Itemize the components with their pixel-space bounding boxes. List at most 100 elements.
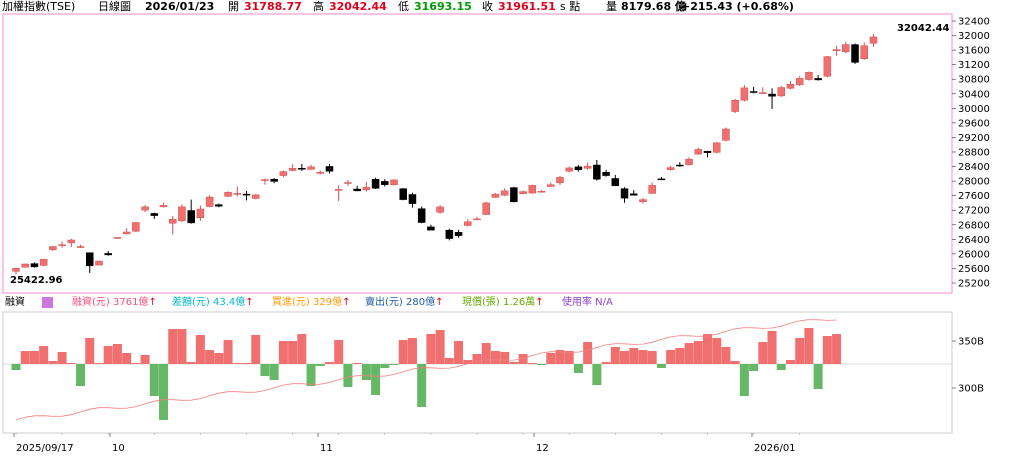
candle-body (832, 49, 841, 52)
margin-bar (315, 364, 325, 366)
candle-body (307, 166, 315, 170)
candle-body (860, 45, 868, 60)
price-tick-label: 27600 (958, 191, 990, 202)
candlestick-series (12, 34, 878, 275)
candle-body (49, 246, 57, 251)
margin-bar (656, 364, 666, 368)
candle-body (168, 218, 177, 224)
margin-bar (380, 364, 390, 368)
legend-item-4-arrow: ↑ (435, 297, 444, 308)
margin-bar (435, 330, 445, 364)
price-tick-label: 30000 (958, 104, 990, 115)
legend-item-6-label: 使用率 N/A (562, 297, 613, 308)
margin-bar (666, 350, 676, 364)
candle-body (261, 179, 269, 181)
margin-bar (481, 343, 491, 364)
candle-body (786, 83, 795, 89)
candle-body (58, 244, 66, 246)
candle-body (334, 189, 343, 191)
margin-bar (223, 340, 233, 364)
legend-item-4-label: 賣出(元) 280億 (365, 297, 436, 308)
margin-bar (767, 331, 777, 364)
candle-body (408, 194, 417, 204)
candle-body (67, 239, 76, 244)
candle-body (666, 167, 675, 171)
margin-bar (463, 360, 473, 364)
high-value: 32042.44 (329, 0, 387, 13)
margin-bar (813, 364, 823, 389)
legend-item-4: 賣出(元) 280億↑ (365, 296, 443, 310)
candle-body (316, 172, 325, 174)
candle-body (648, 185, 656, 194)
margin-bar (583, 342, 593, 364)
low-label: 低 (398, 0, 409, 13)
margin-bar (389, 364, 399, 365)
candle-body (500, 190, 509, 196)
margin-bar (39, 346, 49, 364)
close-suffix: s 點 (560, 0, 581, 13)
margin-bar (398, 340, 408, 364)
margin-bar (693, 341, 703, 364)
candle-body (95, 260, 103, 266)
margin-bar (343, 364, 353, 387)
price-tick-label: 28800 (958, 148, 990, 159)
margin-bar (76, 364, 86, 386)
margin-bar (730, 361, 740, 364)
candle-body (556, 177, 564, 184)
margin-bar (242, 363, 251, 364)
margin-bar (29, 351, 39, 364)
candle-body (187, 210, 195, 224)
indicator-panel-border (2, 311, 953, 434)
low-value: 31693.15 (414, 0, 472, 13)
margin-bar (149, 364, 159, 396)
volume-label: 量 (606, 0, 617, 13)
price-tick-label: 30400 (958, 89, 990, 100)
candle-body (205, 196, 214, 207)
candle-body (694, 149, 703, 155)
price-tick-label: 32400 (958, 17, 990, 28)
candle-body (390, 179, 398, 185)
candle-body (141, 206, 149, 211)
legend-item-1-arrow: ↑ (148, 297, 157, 308)
candle-body (869, 36, 878, 44)
candle-body (178, 206, 186, 221)
candle-body (759, 92, 767, 94)
candle-body (823, 56, 832, 77)
margin-bar (564, 351, 574, 364)
candle-body (851, 44, 859, 63)
candle-body (805, 71, 813, 80)
margin-bar (269, 364, 279, 380)
margin-bar (361, 364, 371, 380)
margin-bar (822, 336, 832, 364)
candle-body (86, 252, 94, 267)
candle-body (722, 128, 730, 141)
margin-bar (573, 364, 583, 373)
indicator-name: 融資 (5, 297, 25, 308)
price-tick-label: 31600 (958, 46, 990, 57)
candle-body (196, 208, 205, 219)
margin-bar (278, 341, 288, 364)
margin-bar (168, 329, 178, 364)
indicator-settings-icon[interactable] (42, 297, 53, 308)
margin-bar (324, 362, 334, 364)
margin-bar (352, 363, 362, 364)
x-tick-label: 2026/01 (754, 443, 796, 454)
candle-body (629, 193, 638, 196)
price-tick-label: 25600 (958, 264, 990, 275)
candle-body (482, 202, 490, 215)
margin-bar (205, 350, 215, 364)
price-y-axis: 32400 32000 31600 31200 30800 30400 30000 29600… (952, 17, 990, 290)
candle-body (21, 263, 29, 268)
price-tick-label: 29200 (958, 133, 990, 144)
candle-body (768, 93, 776, 97)
legend-item-3: 買進(元) 329億↑ (272, 296, 350, 310)
candle-body (381, 181, 389, 185)
candle-body (362, 186, 371, 191)
x-tick-label: 2025/09/17 (16, 443, 74, 454)
margin-bar (610, 347, 620, 364)
margin-bar (684, 343, 694, 364)
candle-body (777, 87, 786, 97)
margin-bar (785, 360, 795, 364)
margin-bar (122, 353, 132, 364)
candle-body (583, 165, 592, 169)
